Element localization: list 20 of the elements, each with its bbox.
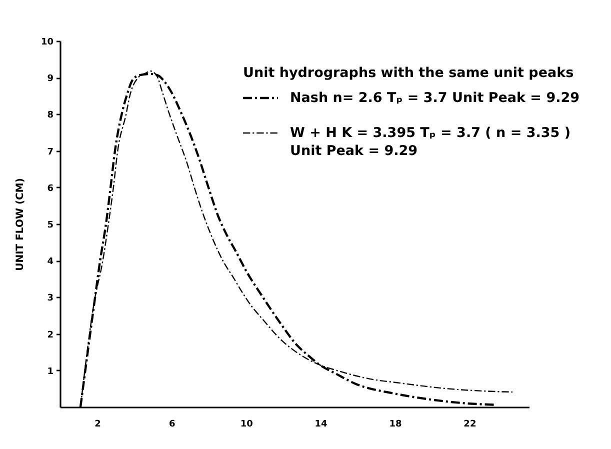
legend-title: Unit hydrographs with the same unit peaks [243, 65, 574, 81]
x-tick-label: 2 [94, 420, 101, 430]
legend-label: W + H K = 3.395 Tₚ = 3.7 ( n = 3.35 ) Unit Peak = 9.29 [290, 125, 571, 159]
y-axis-title: UNIT FLOW (CM) [14, 178, 26, 271]
y-tick-label: 10 [40, 38, 54, 48]
y-tick-label: 4 [47, 257, 54, 268]
y-tick-label: 5 [47, 220, 54, 230]
legend-label: Nash n= 2.6 Tₚ = 3.7 Unit Peak = 9.29 [290, 90, 580, 106]
y-tick-label: 6 [47, 184, 54, 194]
y-tick-label: 2 [47, 330, 54, 340]
x-tick-label: 22 [464, 420, 476, 430]
y-tick-label: 3 [47, 294, 54, 304]
y-tick-label: 7 [47, 147, 54, 158]
x-tick-label: 18 [389, 420, 402, 430]
x-tick-label: 14 [314, 420, 328, 430]
y-tick-label: 8 [47, 110, 54, 121]
x-tick-label: 10 [240, 420, 253, 430]
x-tick-label: 6 [169, 420, 176, 430]
y-tick-label: 9 [47, 74, 54, 84]
y-tick-label: 1 [47, 366, 54, 377]
